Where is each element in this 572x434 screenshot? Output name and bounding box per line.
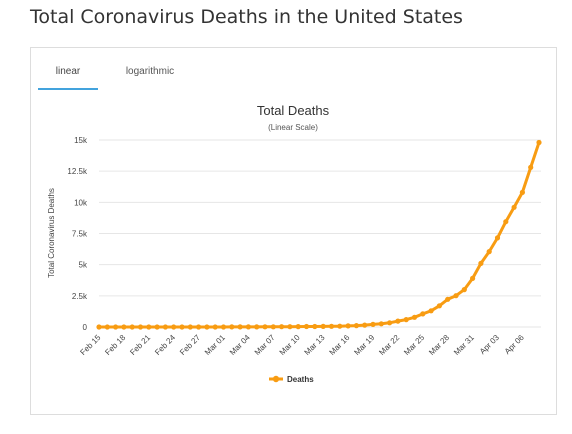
x-tick-label: Mar 31 [452,333,476,357]
data-point[interactable] [453,293,459,299]
x-tick-label: Feb 15 [78,333,102,357]
data-point[interactable] [262,324,268,330]
data-point[interactable] [387,320,393,326]
data-point[interactable] [362,322,368,328]
x-tick-label: Mar 16 [327,333,351,357]
y-tick-label: 12.5k [67,167,88,176]
legend[interactable]: Deaths [269,375,314,384]
y-tick-label: 7.5k [72,230,88,239]
y-axis-label: Total Coronavirus Deaths [47,188,56,278]
data-point[interactable] [154,324,160,330]
data-point[interactable] [162,324,168,330]
data-point[interactable] [378,321,384,327]
x-tick-label: Feb 27 [178,333,202,357]
data-point[interactable] [254,324,260,330]
data-point[interactable] [312,323,318,330]
tab-logarithmic[interactable]: logarithmic [125,66,175,77]
x-tick-label: Mar 01 [203,333,227,357]
data-point[interactable] [486,249,492,255]
data-point[interactable] [478,260,484,266]
data-point[interactable] [428,308,434,314]
legend-marker [272,375,280,383]
series-line-deaths [99,142,541,329]
data-point[interactable] [470,275,476,281]
data-point[interactable] [420,311,426,317]
data-point[interactable] [204,324,210,330]
y-tick-label: 2.5k [72,292,88,301]
data-point[interactable] [519,189,525,195]
data-point[interactable] [129,324,135,330]
data-point[interactable] [295,324,301,330]
data-point[interactable] [279,324,285,330]
data-point[interactable] [113,324,119,330]
data-point[interactable] [320,323,326,329]
x-tick-label: Mar 13 [303,333,327,357]
data-point[interactable] [245,324,251,330]
data-point[interactable] [121,324,127,330]
data-point[interactable] [137,324,144,330]
data-point[interactable] [395,318,401,324]
data-point[interactable] [303,323,310,330]
legend-item-deaths[interactable]: Deaths [287,375,314,384]
data-point[interactable] [96,324,102,330]
x-tick-label: Mar 19 [352,333,376,357]
x-tick-label: Feb 21 [128,333,152,357]
data-point[interactable] [179,324,185,330]
data-point[interactable] [146,324,152,330]
y-tick-label: 15k [74,136,88,145]
x-tick-label: Mar 22 [377,333,401,357]
x-tick-label: Apr 06 [503,333,526,356]
data-point[interactable] [287,324,293,330]
data-point[interactable] [220,324,227,330]
x-tick-label: Mar 07 [253,333,277,357]
chart-subtitle: (Linear Scale) [268,123,318,132]
x-tick-label: Mar 28 [427,333,451,357]
y-tick-label: 0 [83,323,88,332]
data-point[interactable] [196,324,202,330]
data-point[interactable] [212,324,218,330]
data-point[interactable] [345,323,351,329]
x-tick-label: Feb 24 [153,333,177,357]
data-point[interactable] [187,324,193,330]
data-point[interactable] [403,317,409,323]
data-point[interactable] [511,204,517,210]
data-point[interactable] [104,324,110,330]
x-tick-label: Mar 10 [278,333,302,357]
x-tick-label: Mar 25 [402,333,426,357]
chart-svg: Total Deaths (Linear Scale) Total Corona… [47,103,542,384]
data-point[interactable] [536,139,542,146]
data-point[interactable] [461,287,467,293]
data-point[interactable] [436,303,442,309]
chart-title: Total Deaths [257,103,330,118]
data-point[interactable] [370,321,376,327]
x-tick-label: Feb 18 [103,333,127,357]
x-tick-label: Mar 04 [228,333,252,357]
data-point[interactable] [494,235,501,241]
page-title: Total Coronavirus Deaths in the United S… [30,6,463,28]
data-point[interactable] [237,324,243,330]
data-point[interactable] [270,324,276,330]
y-tick-label: 10k [74,198,88,207]
tab-linear[interactable]: linear [38,60,98,90]
y-tick-label: 5k [79,261,88,270]
data-point[interactable] [328,323,335,329]
data-point[interactable] [503,219,509,225]
data-point[interactable] [171,324,177,330]
data-point[interactable] [337,323,343,329]
data-point[interactable] [445,296,451,302]
chart-panel: linear logarithmic Total Deaths (Linear … [30,47,557,415]
data-point[interactable] [528,164,534,170]
data-point[interactable] [411,314,418,320]
data-point[interactable] [229,324,235,330]
data-point[interactable] [353,323,359,329]
x-tick-label: Apr 03 [478,333,501,356]
